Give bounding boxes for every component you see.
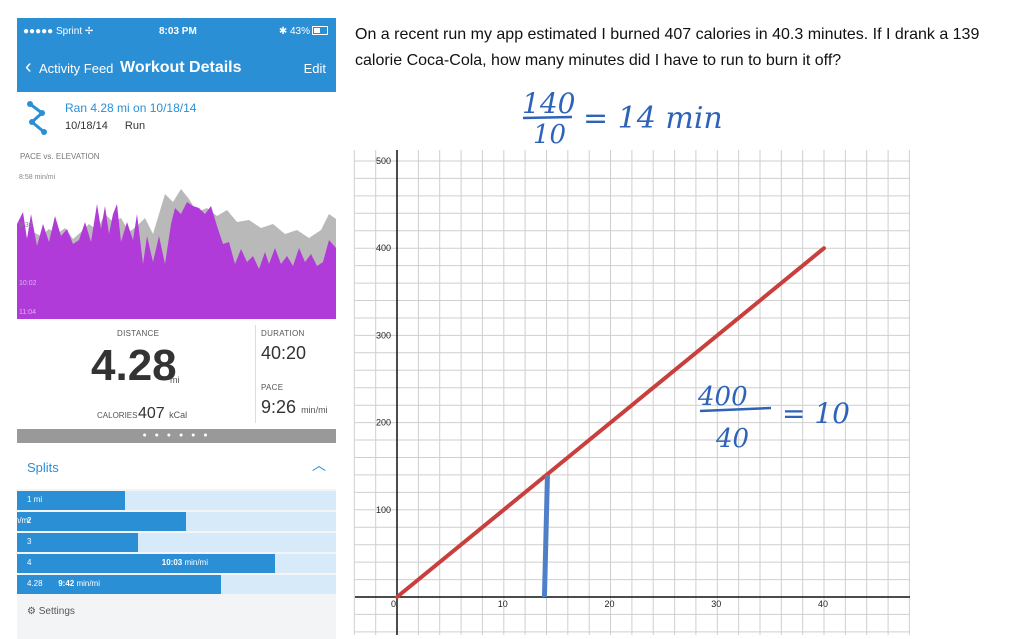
y-tick-label: 100 — [376, 505, 391, 515]
handwritten-fraction-bar-2 — [699, 406, 772, 413]
split-label: 1 mi — [27, 495, 43, 504]
duration-value: 40:20 — [261, 343, 307, 363]
battery-icon — [312, 26, 328, 35]
calories-value: 407 kCal — [138, 405, 187, 423]
handwritten-result-2: = 10 — [782, 397, 850, 430]
run-type: Run — [124, 120, 146, 132]
split-bar: 29:29 min/mi — [17, 512, 186, 531]
phone-screenshot: ●●●●● Sprint ✢ 8:03 PM ✱ 43% ‹ Activity … — [17, 18, 336, 639]
pace-tick: 8:58 min/mi — [19, 174, 56, 181]
battery-text: ✱ 43% — [278, 26, 310, 37]
split-bar: 39:04 min/mi — [17, 533, 138, 552]
split-row: 39:04 min/mi — [17, 533, 336, 552]
carrier-text: ●●●●● Sprint ✢ — [23, 26, 94, 37]
y-tick-label: 300 — [376, 330, 391, 340]
marker-line — [541, 474, 550, 598]
back-label: Activity Feed — [39, 61, 114, 76]
handwritten-numerator-2: 400 — [697, 382, 748, 412]
pace-area — [17, 202, 336, 319]
split-row: 1 mi8:58 min/mi — [17, 491, 336, 510]
nav-bar: ‹ Activity Feed Workout Details Edit — [17, 46, 336, 92]
pace-tick: 9:30 — [19, 222, 33, 229]
x-tick-label: 0 — [391, 599, 396, 609]
page-title: Workout Details — [120, 59, 242, 76]
split-bar: 1 mi8:58 min/mi — [17, 491, 125, 510]
split-pace: 9:29 min/mi — [17, 516, 30, 525]
splits-header[interactable]: Splits ︿ — [17, 443, 336, 489]
handwritten-denominator: 10 — [533, 120, 566, 150]
split-row: 4.28 9:42 min/mi — [17, 575, 336, 594]
calories-number: 407 — [138, 405, 165, 422]
split-row: 29:29 min/mi — [17, 512, 336, 531]
calories-label: CALORIES — [97, 411, 138, 420]
page-indicator[interactable]: ● ● ● ● ● ● — [17, 429, 336, 443]
split-pace: 9:42 min/mi — [58, 579, 100, 588]
gear-icon: ⚙ — [27, 606, 36, 617]
handwritten-fraction-bar — [522, 115, 573, 120]
split-bar: 4 10:03 min/mi — [17, 554, 275, 573]
split-label: 3 — [27, 537, 32, 546]
x-tick-label: 20 — [605, 599, 615, 609]
status-bar: ●●●●● Sprint ✢ 8:03 PM ✱ 43% — [17, 18, 336, 46]
duration-label: DURATION — [261, 329, 305, 338]
graph-axes — [355, 150, 910, 635]
distance-unit: mi — [170, 375, 180, 385]
chevron-up-icon[interactable]: ︿ — [312, 457, 326, 473]
run-subtitle: 10/18/14 Run — [65, 120, 159, 132]
settings-button[interactable]: ⚙ Settings — [27, 606, 75, 617]
x-tick-label: 40 — [818, 599, 828, 609]
edit-button[interactable]: Edit — [303, 61, 326, 76]
battery-status: ✱ 43% — [279, 26, 328, 37]
calories-unit: kCal — [169, 410, 188, 420]
settings-label: Settings — [38, 606, 75, 617]
pace-chart-title: PACE vs. ELEVATION — [20, 152, 100, 161]
split-bar: 4.28 9:42 min/mi — [17, 575, 221, 594]
pace-number: 9:26 — [261, 397, 297, 417]
split-label: 4.28 — [27, 579, 43, 588]
splits-title: Splits — [27, 460, 59, 475]
split-row: 4 10:03 min/mi — [17, 554, 336, 573]
pace-unit: min/mi — [301, 405, 328, 415]
pace-value: 9:26 min/mi — [261, 397, 328, 418]
pace-elevation-chart[interactable]: PACE vs. ELEVATION 8:58 min/mi 9:30 10:0… — [17, 144, 336, 319]
split-label: 2 — [27, 516, 32, 525]
y-tick-label: 200 — [376, 418, 391, 428]
split-label: 4 — [27, 558, 32, 567]
pace-label: PACE — [261, 383, 284, 392]
x-tick-label: 10 — [498, 599, 508, 609]
graph-grid — [353, 150, 910, 635]
run-date: 10/18/14 — [65, 120, 108, 132]
handwritten-result: = 14 min — [583, 101, 723, 136]
graph-tick-labels: 0 10 20 30 40 100 200 300 400 500 — [376, 156, 828, 609]
handwritten-numerator: 140 — [522, 87, 575, 120]
handwritten-denominator-2: 40 — [715, 424, 749, 454]
pace-tick: 10:02 — [19, 280, 37, 287]
y-tick-label: 500 — [376, 156, 391, 166]
run-title: Ran 4.28 mi on 10/18/14 — [65, 101, 197, 115]
status-time: 8:03 PM — [159, 26, 197, 37]
y-tick-label: 400 — [376, 243, 391, 253]
stats-panel: DISTANCE 4.28 mi CALORIES 407 kCal DURAT… — [17, 319, 336, 430]
pace-elevation-plot — [17, 189, 336, 319]
split-pace: 10:03 min/mi — [161, 558, 208, 567]
distance-value: 4.28 — [91, 341, 177, 390]
pace-tick: 11:04 — [19, 309, 36, 316]
route-icon — [27, 101, 47, 135]
stats-divider — [255, 325, 256, 423]
question-text: On a recent run my app estimated I burne… — [355, 26, 980, 69]
calorie-line — [395, 246, 826, 599]
x-tick-label: 30 — [711, 599, 721, 609]
chevron-left-icon: ‹ — [25, 56, 32, 78]
distance-label: DISTANCE — [117, 329, 160, 338]
